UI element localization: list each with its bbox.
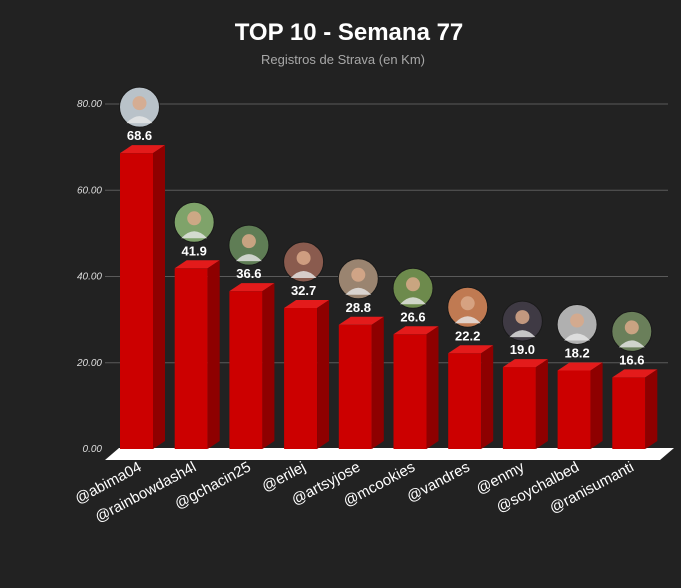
bar-side	[262, 283, 275, 449]
bar-side	[317, 299, 330, 449]
chart-subtitle: Registros de Strava (en Km)	[261, 52, 425, 67]
bar-side	[645, 369, 658, 449]
y-tick-label: 80.00	[77, 99, 102, 110]
bar-side	[153, 145, 165, 449]
bar-6	[393, 326, 439, 449]
bar-value-label: 22.2	[455, 328, 480, 343]
bar-7	[448, 345, 494, 449]
bar-top	[120, 145, 165, 154]
bar-side	[590, 362, 603, 449]
y-tick-label: 40.00	[77, 272, 102, 283]
avatar	[447, 286, 489, 328]
bar-front	[557, 370, 591, 449]
bar-value-label: 16.6	[619, 352, 644, 367]
y-tick-label: 0.00	[83, 444, 103, 455]
chart-title: TOP 10 - Semana 77	[235, 19, 464, 46]
bar-top	[557, 362, 603, 371]
avatars	[119, 86, 653, 352]
avatar	[611, 310, 653, 352]
bar-front	[502, 367, 536, 449]
bar-3	[229, 283, 275, 449]
bar-10	[612, 369, 658, 449]
data-labels: 68.6 41.9 36.6 32.7 28.8 26.6 22.2 19.0 18.2 16.6	[127, 128, 645, 367]
bar-front	[229, 291, 263, 449]
bar-side	[481, 345, 494, 449]
bar-front	[612, 377, 646, 449]
bar-value-label: 19.0	[510, 342, 535, 357]
bar-1	[120, 145, 165, 449]
avatar	[556, 304, 598, 346]
bar-front	[284, 307, 318, 449]
bar-top	[448, 345, 494, 354]
bar-front	[174, 268, 208, 449]
bar-4	[284, 299, 330, 449]
avatar	[283, 241, 325, 283]
bar-top	[174, 260, 220, 269]
bar-value-label: 68.6	[127, 128, 152, 143]
bar-5	[338, 316, 384, 449]
avatar	[501, 300, 543, 342]
bar-value-label: 36.6	[236, 266, 261, 281]
y-axis-ticks: 0.00 20.00 40.00 60.00 80.00	[76, 99, 102, 455]
bar-side	[207, 260, 220, 449]
bars	[120, 145, 658, 449]
avatar	[173, 201, 215, 243]
bar-value-label: 18.2	[564, 346, 589, 361]
avatar	[228, 224, 270, 266]
bar-front	[393, 334, 427, 449]
bar-value-label: 41.9	[182, 243, 207, 258]
bar-side	[535, 359, 548, 449]
y-tick-label: 20.00	[76, 358, 102, 369]
bar-8	[502, 359, 548, 449]
floor-plane	[105, 448, 674, 460]
x-axis-ticks: @abima04@rainbowdash4l@gchacin25 @erilej@…	[72, 458, 637, 526]
bar-value-label: 28.8	[346, 300, 371, 315]
avatar	[119, 86, 160, 128]
bar-front	[448, 353, 482, 449]
bar-top	[502, 359, 548, 368]
bar-2	[174, 260, 220, 449]
chart-floor	[105, 448, 674, 460]
bar-top	[612, 369, 658, 378]
x-tick-label: @vandres	[404, 459, 473, 506]
avatar	[392, 267, 434, 309]
bar-front	[120, 153, 153, 449]
bar-value-label: 32.7	[291, 283, 316, 298]
bar-top	[338, 316, 384, 325]
bar-9	[557, 362, 603, 449]
bar-top	[229, 283, 275, 292]
bar-value-label: 26.6	[400, 309, 425, 324]
bar-top	[393, 326, 439, 335]
bar-side	[426, 326, 439, 449]
y-tick-label: 60.00	[77, 185, 102, 196]
bar-top	[284, 299, 330, 308]
bar-front	[338, 324, 372, 449]
bar-side	[371, 316, 384, 449]
avatar	[337, 258, 379, 300]
